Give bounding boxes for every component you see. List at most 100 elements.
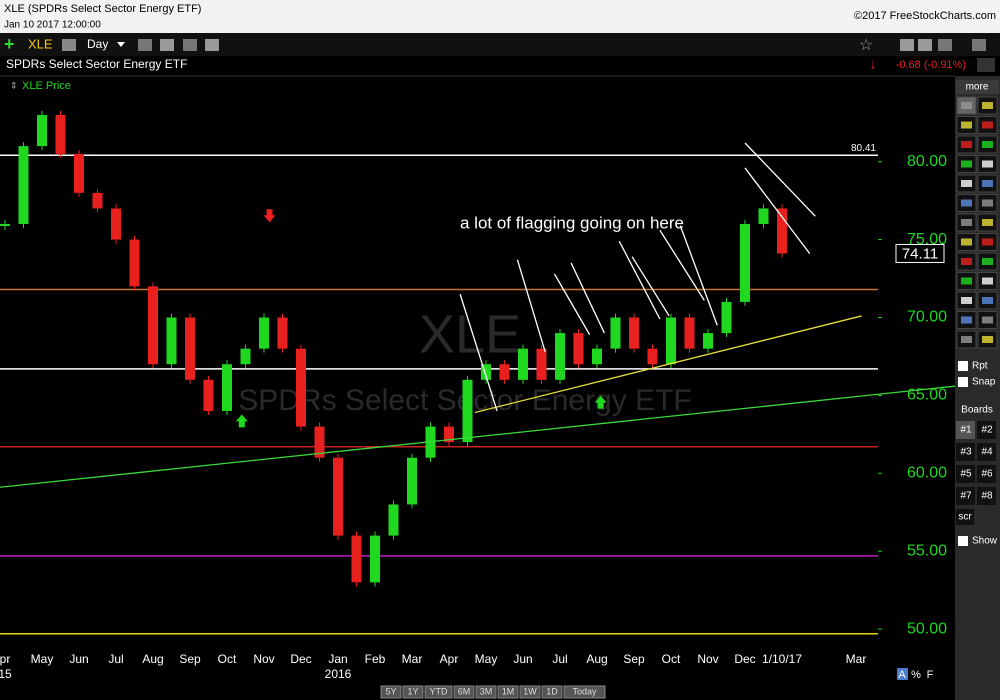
arrow bbox=[594, 395, 607, 409]
footer-icon-bg[interactable] bbox=[897, 668, 908, 680]
board-label: #4 bbox=[981, 447, 993, 458]
tool-glyph bbox=[982, 160, 993, 168]
range-button[interactable] bbox=[453, 685, 475, 699]
range-button[interactable] bbox=[519, 685, 541, 699]
tool-icon[interactable] bbox=[160, 39, 174, 51]
range-button[interactable] bbox=[475, 685, 497, 699]
tool-glyph bbox=[961, 238, 972, 246]
candle bbox=[444, 426, 454, 443]
candle bbox=[499, 364, 510, 380]
candle bbox=[18, 146, 29, 225]
footer-icon[interactable]: % bbox=[911, 669, 921, 681]
rpt-label[interactable]: Rpt bbox=[972, 361, 988, 372]
star-icon[interactable]: ☆ bbox=[859, 37, 873, 54]
show-label[interactable]: Show bbox=[972, 536, 998, 547]
board-button[interactable] bbox=[977, 487, 996, 505]
range-button[interactable] bbox=[402, 685, 424, 699]
list-icon[interactable] bbox=[62, 39, 76, 51]
x-tick-label: Aug bbox=[586, 652, 607, 666]
board-button[interactable] bbox=[956, 487, 975, 505]
x-tick-label: Jan bbox=[328, 652, 347, 666]
tool-icon[interactable] bbox=[918, 39, 932, 51]
more-label: more bbox=[966, 82, 989, 93]
range-button[interactable] bbox=[424, 685, 453, 699]
board-button[interactable] bbox=[977, 465, 996, 483]
range-label: 3M bbox=[480, 686, 493, 696]
snap-checkbox[interactable] bbox=[958, 377, 968, 387]
collapse-button[interactable] bbox=[977, 58, 995, 72]
tool-glyph bbox=[961, 141, 972, 148]
scr-button[interactable] bbox=[956, 509, 974, 525]
board-button[interactable] bbox=[956, 465, 975, 483]
footer-icon[interactable]: A bbox=[898, 669, 906, 681]
copyright: ©2017 FreeStockCharts.com bbox=[854, 10, 996, 22]
trendline bbox=[516, 259, 546, 352]
year-label: 2016 bbox=[325, 667, 352, 681]
footer-icon[interactable]: F bbox=[927, 669, 934, 681]
symbol[interactable]: XLE bbox=[28, 36, 53, 51]
x-tick-label: Apr bbox=[440, 652, 459, 666]
board-button[interactable] bbox=[956, 443, 975, 461]
candle bbox=[721, 301, 732, 334]
trendline bbox=[744, 142, 816, 217]
show-checkbox[interactable] bbox=[958, 536, 968, 546]
interval-dropdown[interactable] bbox=[117, 42, 125, 47]
y-tick-label: 80.00 bbox=[907, 153, 947, 170]
x-tick-label: Oct bbox=[218, 652, 237, 666]
y-tick-label: 50.00 bbox=[907, 620, 947, 637]
range-button[interactable] bbox=[497, 685, 519, 699]
tool-glyph bbox=[982, 102, 993, 109]
range-button[interactable] bbox=[380, 685, 402, 699]
trendline bbox=[553, 273, 591, 335]
x-tick-label: Sep bbox=[623, 652, 645, 666]
snap-label[interactable]: Snap bbox=[972, 377, 996, 388]
boards: #1 #2 #3 #4 #5 #6 #7 #8 bbox=[956, 421, 996, 505]
x-tick-label: 1/10/17 bbox=[762, 652, 802, 666]
tool-icon[interactable] bbox=[183, 39, 197, 51]
tool-glyph bbox=[961, 258, 972, 265]
rpt-checkbox[interactable] bbox=[958, 361, 968, 371]
tool-icon[interactable] bbox=[900, 39, 914, 51]
candle bbox=[74, 153, 84, 193]
tool-icon[interactable] bbox=[138, 39, 152, 51]
more-button[interactable] bbox=[956, 80, 999, 94]
trendline bbox=[618, 240, 661, 320]
candle bbox=[129, 239, 140, 287]
board-button[interactable] bbox=[956, 421, 975, 439]
arrow bbox=[235, 414, 248, 428]
board-button[interactable] bbox=[977, 421, 996, 439]
y-tick-label: 75.00 bbox=[907, 231, 947, 248]
tool-grid bbox=[956, 96, 998, 349]
tool-glyph bbox=[982, 219, 993, 226]
board-label: #8 bbox=[981, 491, 993, 502]
tool-glyph bbox=[982, 141, 993, 148]
tool-icon[interactable] bbox=[972, 39, 986, 51]
level-label: 80.41 bbox=[851, 143, 876, 154]
x-tick-label: May bbox=[31, 652, 54, 666]
board-label: #5 bbox=[960, 469, 972, 480]
board-button[interactable] bbox=[977, 443, 996, 461]
tool-glyph bbox=[961, 277, 972, 285]
security-name: SPDRs Select Sector Energy ETF bbox=[6, 57, 187, 71]
add-icon[interactable]: + bbox=[4, 34, 15, 54]
range-label: YTD bbox=[430, 686, 449, 696]
range-label: 1M bbox=[502, 686, 515, 696]
candle bbox=[481, 364, 491, 380]
candle bbox=[740, 224, 750, 302]
last-price: 74.11 bbox=[902, 245, 938, 262]
trendline bbox=[0, 385, 956, 488]
candle bbox=[222, 364, 232, 411]
range-button[interactable] bbox=[563, 685, 606, 699]
range-button[interactable] bbox=[541, 685, 563, 699]
x-tick-label: pr bbox=[0, 652, 10, 666]
interval[interactable]: Day bbox=[87, 37, 108, 51]
trendline bbox=[474, 315, 862, 414]
candle bbox=[684, 317, 695, 349]
last-price-box bbox=[895, 243, 945, 263]
tool-glyph bbox=[961, 160, 972, 168]
tool-icon[interactable] bbox=[205, 39, 219, 51]
tool-glyph bbox=[982, 238, 993, 246]
trendline bbox=[459, 293, 498, 412]
tool-icon[interactable] bbox=[938, 39, 952, 51]
